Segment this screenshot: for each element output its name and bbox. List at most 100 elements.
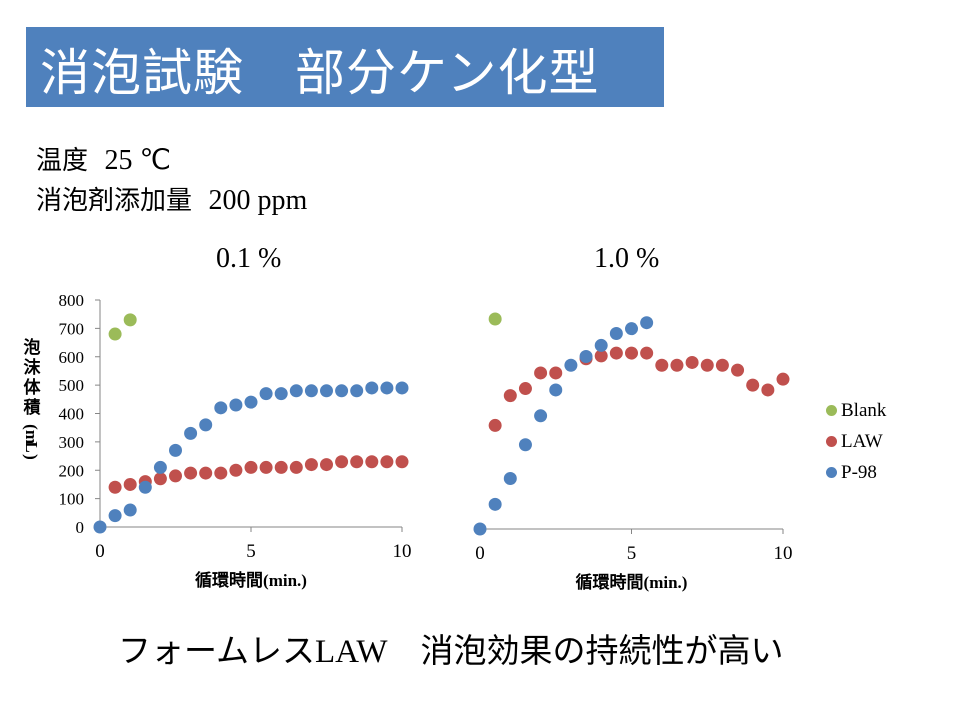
chart1-point-law	[274, 460, 288, 474]
condition-value: 200 ppm	[208, 185, 308, 216]
legend-label: LAW	[841, 430, 883, 452]
chart1-point-law	[304, 458, 318, 472]
chart1-point-p98	[214, 401, 228, 415]
chart1-y-axis-label-char: m	[22, 430, 41, 444]
condition-value: 25 ℃	[104, 145, 171, 176]
chart1-point-p98	[259, 387, 273, 401]
condition-label: 消泡剤添加量	[36, 186, 193, 216]
chart1-y-axis-label-char: 泡	[24, 337, 41, 357]
chart1-point-law	[244, 460, 258, 474]
chart2-x-tick-label: 0	[475, 543, 485, 564]
legend-label: P-98	[841, 461, 877, 483]
chart1-point-blank	[123, 313, 137, 327]
chart1-point-law	[335, 455, 349, 469]
chart2-point-p98	[625, 322, 638, 336]
chart1-point-p98	[184, 426, 198, 440]
chart1-point-law	[350, 455, 364, 469]
chart2-point-law	[731, 363, 745, 377]
chart1-point-law	[199, 466, 213, 480]
chart2-point-p98	[518, 438, 532, 452]
chart1-y-tick-label: 800	[59, 291, 85, 310]
legend-item-p98: P-98	[826, 457, 886, 488]
chart2-point-law	[503, 389, 517, 403]
chart1-point-p98	[153, 460, 167, 474]
chart2-point-p98	[564, 358, 578, 372]
chart1-point-law	[229, 463, 243, 477]
chart1-point-p98	[304, 384, 318, 398]
legend-marker-p98	[826, 467, 837, 478]
legend-label: Blank	[841, 399, 887, 421]
chart1-point-p98	[274, 387, 288, 401]
chart1-point-law	[289, 460, 303, 474]
chart1-point-law	[259, 460, 273, 474]
chart2-point-law	[534, 366, 548, 380]
chart1-point-law	[123, 477, 137, 491]
chart1-point-law	[380, 455, 394, 469]
conclusion-suffix: 消泡効果の持続性が高い	[387, 631, 784, 670]
chart1-point-p98	[138, 480, 152, 494]
chart1-point-law	[214, 466, 228, 480]
chart1-y-axis-label-char: )	[22, 454, 41, 460]
chart2-point-law	[640, 346, 654, 360]
chart2-point-law	[488, 418, 502, 432]
chart1-x-tick-label: 5	[246, 541, 256, 562]
chart2-point-p98	[503, 471, 517, 485]
chart1-point-p98	[244, 395, 258, 409]
chart2-point-law	[625, 346, 638, 360]
chart1-y-tick-label: 200	[59, 461, 85, 480]
chart2-point-law	[609, 346, 623, 360]
chart2-point-p98	[534, 409, 548, 423]
chart1-point-law	[153, 472, 167, 486]
chart2-point-law	[549, 366, 563, 380]
chart1-y-tick-label: 0	[76, 518, 85, 537]
chart1-point-law	[395, 455, 409, 469]
title-banner: 消泡試験 部分ケン化型	[26, 27, 664, 107]
chart2-x-axis-label: 循環時間(min.)	[576, 572, 688, 592]
chart2-point-law	[715, 358, 729, 372]
chart1-point-p98	[229, 398, 243, 412]
condition-temperature: 温度 25 ℃	[36, 140, 171, 177]
chart1-y-tick-label: 300	[59, 433, 85, 452]
chart1-point-law	[184, 466, 198, 480]
condition-label: 温度	[36, 146, 89, 176]
chart2-x-tick-label: 5	[627, 543, 637, 564]
chart1-point-p98	[350, 384, 364, 398]
chart2-title: 1.0 %	[594, 243, 660, 274]
chart2-point-law	[746, 378, 760, 392]
chart1-point-law	[108, 480, 122, 494]
chart1-point-p98	[320, 384, 333, 398]
chart2-point-law	[685, 355, 699, 369]
chart1-y-axis-label-char: 積	[24, 397, 42, 417]
chart2-point-law	[761, 383, 775, 397]
chart1-x-axis-label: 循環時間(min.)	[195, 570, 307, 590]
legend: Blank LAW P-98	[826, 395, 886, 488]
chart1-point-p98	[365, 381, 379, 395]
legend-marker-blank	[826, 405, 837, 416]
chart1-point-p98	[169, 443, 182, 457]
chart1-y-tick-label: 500	[59, 376, 85, 395]
legend-item-blank: Blank	[826, 395, 886, 426]
chart2-point-p98	[594, 338, 608, 352]
chart1-point-p98	[395, 381, 409, 395]
chart1-y-tick-label: 600	[59, 348, 85, 367]
chart1-point-law	[320, 458, 333, 472]
condition-dosage: 消泡剤添加量 200 ppm	[36, 180, 307, 217]
chart1-x-tick-label: 0	[95, 541, 105, 562]
legend-item-law: LAW	[826, 426, 886, 457]
slide-title: 消泡試験 部分ケン化型	[40, 44, 600, 102]
chart1-point-p98	[123, 503, 137, 517]
chart1-point-p98	[335, 384, 349, 398]
chart2-point-p98	[640, 316, 654, 330]
conclusion-prefix: フォームレス	[118, 631, 316, 670]
chart2-point-law	[518, 382, 532, 396]
chart1-point-blank	[108, 327, 122, 341]
chart1-point-p98	[289, 384, 303, 398]
chart1-y-axis-label-char: (	[22, 424, 41, 430]
chart2-point-law	[670, 358, 684, 372]
conclusion-product: LAW	[315, 634, 388, 670]
chart1-point-law	[169, 469, 182, 483]
chart1-y-axis-label-char: 沫	[24, 357, 42, 377]
chart2-point-blank	[488, 312, 502, 326]
chart1-point-p98	[199, 418, 213, 432]
chart1-point-p98	[108, 509, 122, 523]
